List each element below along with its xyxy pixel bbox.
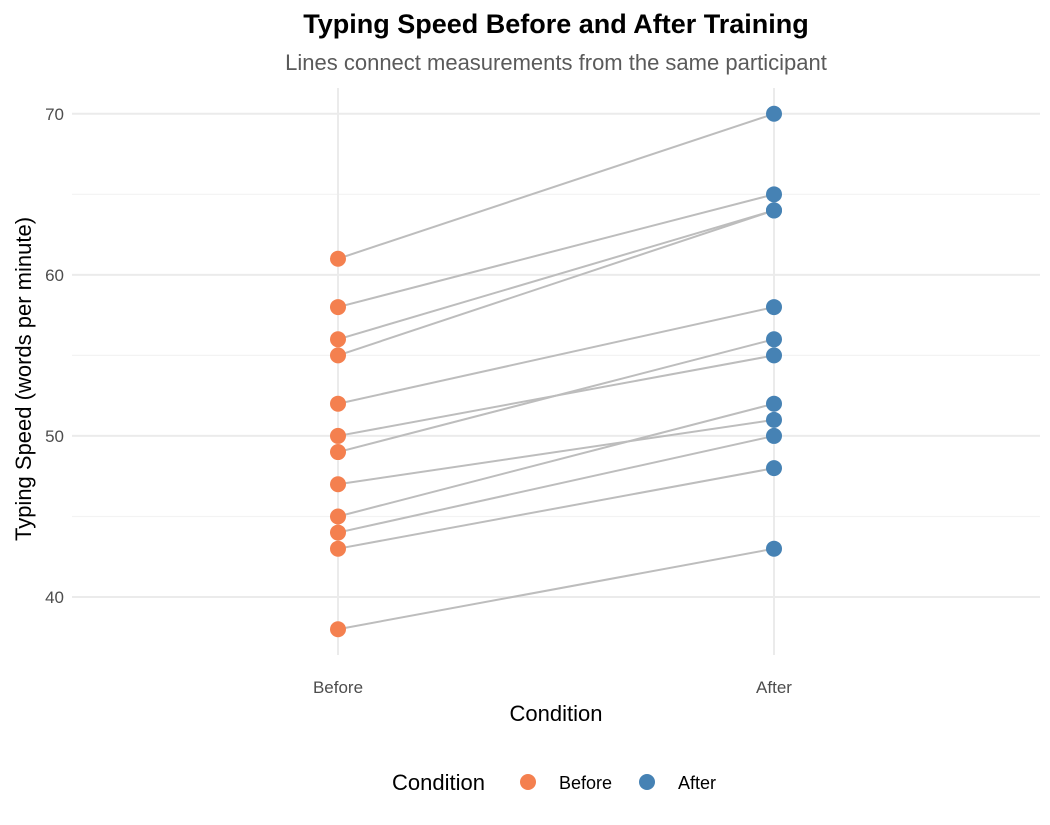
data-point-after: [766, 202, 782, 219]
legend: Condition Before After: [392, 770, 716, 795]
data-point-before: [330, 476, 346, 493]
participant-line: [337, 209, 775, 341]
legend-swatch-after: [639, 774, 655, 790]
data-point-after: [766, 299, 782, 316]
y-tick-label: 60: [45, 266, 64, 285]
y-tick-label: 40: [45, 588, 64, 607]
data-point-after: [766, 347, 782, 364]
participant-line: [337, 418, 775, 486]
x-axis-ticks: Before After: [313, 678, 792, 697]
participant-line: [337, 209, 775, 357]
data-point-before: [330, 299, 346, 316]
data-point-before: [330, 508, 346, 525]
data-point-after: [766, 411, 782, 428]
x-tick-label: Before: [313, 678, 363, 697]
grid: [72, 88, 1040, 655]
data-point-before: [330, 621, 346, 638]
x-tick-label: After: [756, 678, 792, 697]
participant-line: [337, 338, 775, 454]
y-tick-label: 50: [45, 427, 64, 446]
participant-line: [337, 434, 775, 534]
x-axis-title: Condition: [510, 701, 603, 726]
data-point-before: [330, 444, 346, 461]
y-axis-ticks: 40 50 60 70: [45, 105, 64, 607]
participant-line: [337, 402, 775, 518]
legend-label-after: After: [678, 773, 716, 793]
data-point-after: [766, 460, 782, 477]
data-point-after: [766, 105, 782, 122]
y-tick-label: 70: [45, 105, 64, 124]
data-point-after: [766, 540, 782, 557]
y-axis-title: Typing Speed (words per minute): [11, 217, 36, 541]
participant-line: [337, 547, 775, 631]
chart-subtitle: Lines connect measurements from the same…: [285, 50, 827, 75]
legend-label-before: Before: [559, 773, 612, 793]
data-point-after: [766, 186, 782, 203]
data-point-after: [766, 331, 782, 348]
data-points: [330, 105, 782, 638]
legend-title: Condition: [392, 770, 485, 795]
participant-line: [337, 112, 775, 260]
chart-title: Typing Speed Before and After Training: [303, 9, 809, 39]
participant-line: [337, 467, 775, 550]
legend-swatch-before: [520, 774, 536, 790]
data-point-before: [330, 524, 346, 541]
data-point-after: [766, 395, 782, 412]
data-point-before: [330, 250, 346, 267]
participant-line: [337, 193, 775, 309]
data-point-before: [330, 395, 346, 412]
data-point-before: [330, 427, 346, 444]
participant-lines: [337, 112, 775, 631]
participant-line: [337, 306, 775, 405]
data-point-before: [330, 347, 346, 364]
data-point-before: [330, 540, 346, 557]
data-point-after: [766, 427, 782, 444]
data-point-before: [330, 331, 346, 348]
